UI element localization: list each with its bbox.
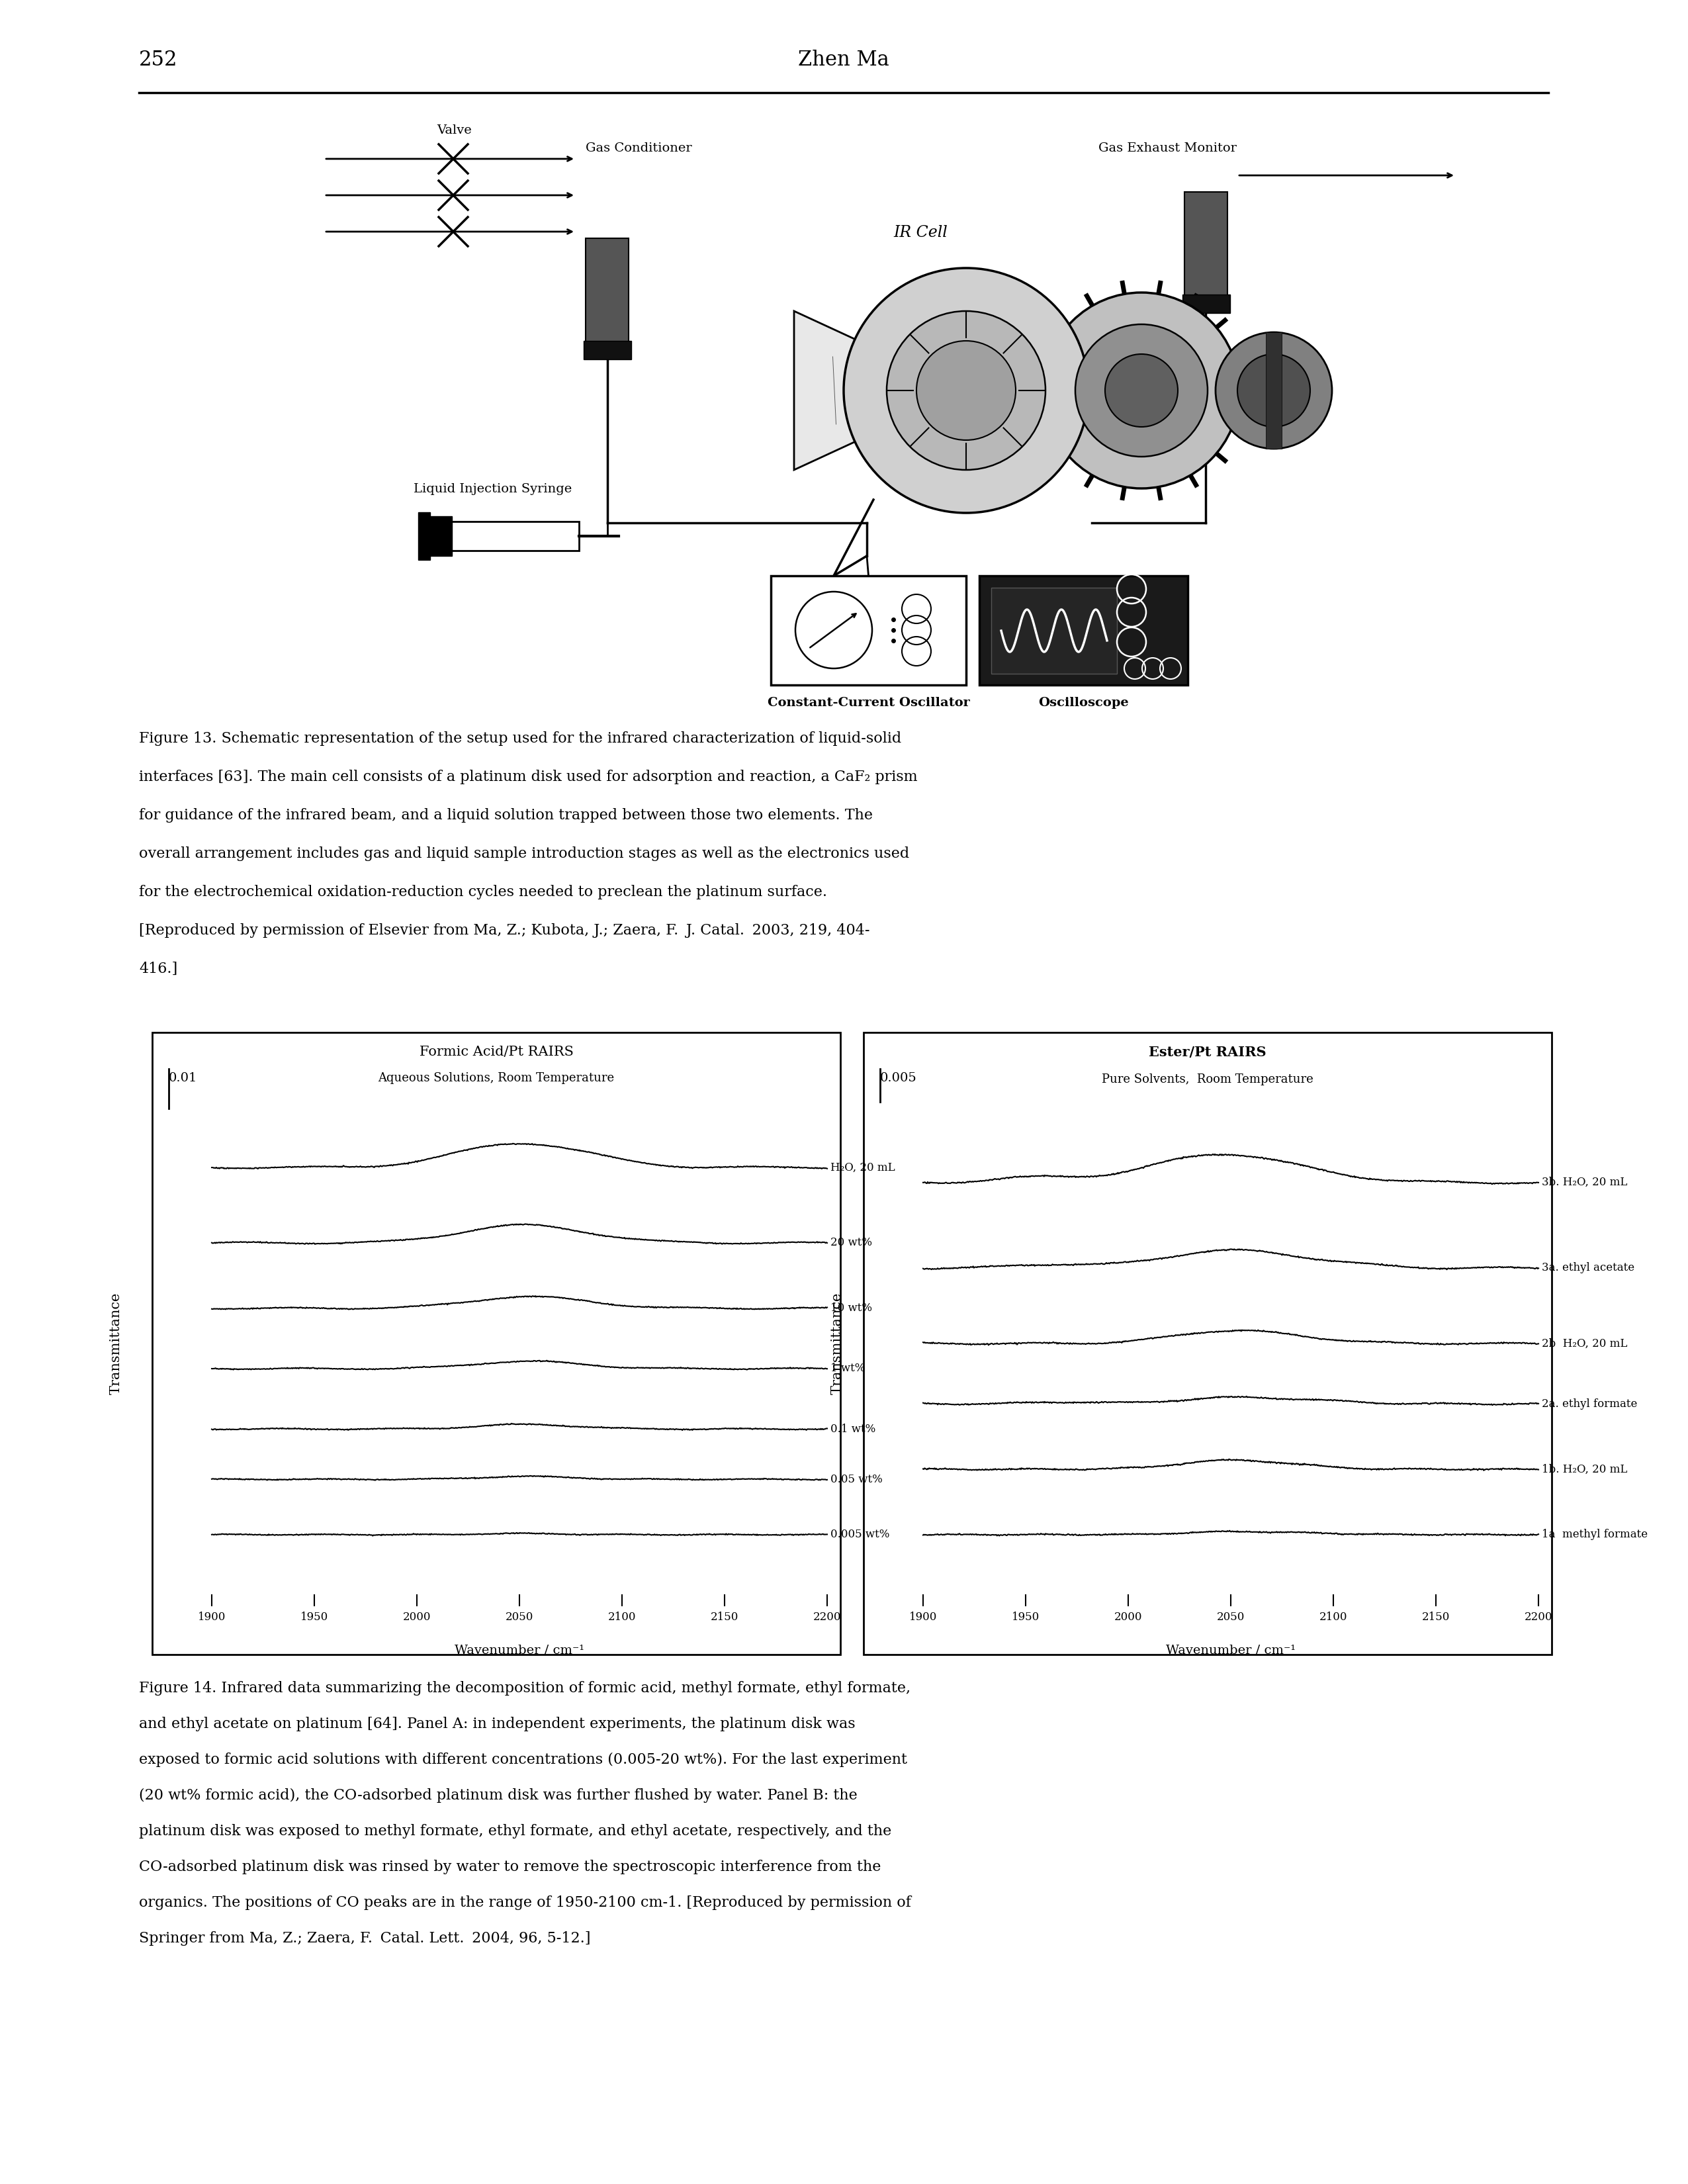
Text: 2a. ethyl formate: 2a. ethyl formate (1541, 1398, 1637, 1409)
Text: 2050: 2050 (505, 1612, 533, 1623)
Bar (152, 1033, 841, 1655)
Bar (419, 513, 430, 559)
Bar (584, 341, 631, 360)
Text: exposed to formic acid solutions with different concentrations (0.005-20 wt%). F: exposed to formic acid solutions with di… (138, 1752, 906, 1767)
Text: Gas Conditioner: Gas Conditioner (586, 142, 692, 155)
Circle shape (917, 341, 1016, 441)
Circle shape (1237, 354, 1310, 426)
Bar (429, 515, 452, 557)
Text: 2100: 2100 (608, 1612, 636, 1623)
Text: 1b. H₂O, 20 mL: 1b. H₂O, 20 mL (1541, 1463, 1627, 1474)
Text: 3a. ethyl acetate: 3a. ethyl acetate (1541, 1262, 1634, 1273)
Text: and ethyl acetate on platinum [64]. Panel A: in independent experiments, the pla: and ethyl acetate on platinum [64]. Pane… (138, 1717, 856, 1732)
Polygon shape (793, 310, 923, 470)
Text: 2150: 2150 (1421, 1612, 1450, 1623)
Text: 252: 252 (138, 50, 177, 70)
Text: 1a  methyl formate: 1a methyl formate (1541, 1529, 1647, 1540)
Text: 416.]: 416.] (138, 961, 177, 976)
Text: Transmittance: Transmittance (830, 1293, 844, 1396)
Text: 2150: 2150 (711, 1612, 739, 1623)
Text: 2b  H₂O, 20 mL: 2b H₂O, 20 mL (1541, 1339, 1627, 1350)
Text: Zhen Ma: Zhen Ma (798, 50, 890, 70)
Circle shape (1075, 323, 1207, 456)
Text: Oscilloscope: Oscilloscope (1038, 697, 1129, 710)
Circle shape (844, 269, 1089, 513)
Bar (1185, 192, 1227, 304)
Circle shape (1106, 354, 1178, 426)
Circle shape (1215, 332, 1332, 448)
Text: 1900: 1900 (197, 1612, 226, 1623)
Text: Pure Solvents,  Room Temperature: Pure Solvents, Room Temperature (1102, 1075, 1313, 1085)
Text: 3b. H₂O, 20 mL: 3b. H₂O, 20 mL (1541, 1177, 1627, 1188)
Text: 0.005 wt%: 0.005 wt% (830, 1529, 890, 1540)
Bar (1183, 295, 1231, 312)
Text: CO-adsorbed platinum disk was rinsed by water to remove the spectroscopic interf: CO-adsorbed platinum disk was rinsed by … (138, 1861, 881, 1874)
Bar (771, 577, 966, 686)
Bar (991, 587, 1117, 673)
Bar (451, 522, 579, 550)
Text: 10 wt%: 10 wt% (830, 1302, 873, 1315)
Text: Ester/Pt RAIRS: Ester/Pt RAIRS (1150, 1046, 1266, 1059)
Text: 2200: 2200 (814, 1612, 841, 1623)
Bar (864, 1033, 1551, 1655)
Text: 2000: 2000 (403, 1612, 430, 1623)
Text: Wavenumber / cm⁻¹: Wavenumber / cm⁻¹ (1166, 1645, 1296, 1655)
Text: [Reproduced by permission of Elsevier from Ma, Z.; Kubota, J.; Zaera, F.  J. Cat: [Reproduced by permission of Elsevier fr… (138, 924, 869, 937)
Text: (20 wt% formic acid), the CO-adsorbed platinum disk was further flushed by water: (20 wt% formic acid), the CO-adsorbed pl… (138, 1789, 858, 1802)
Text: 0.1 wt%: 0.1 wt% (830, 1424, 876, 1435)
Text: 1950: 1950 (300, 1612, 327, 1623)
Bar (1266, 332, 1281, 448)
Text: Constant-Current Oscillator: Constant-Current Oscillator (768, 697, 969, 710)
Text: 1 wt%: 1 wt% (830, 1363, 864, 1374)
Text: Springer from Ma, Z.; Zaera, F.  Catal. Lett.  2004, 96, 5-12.]: Springer from Ma, Z.; Zaera, F. Catal. L… (138, 1931, 591, 1946)
Text: Wavenumber / cm⁻¹: Wavenumber / cm⁻¹ (454, 1645, 584, 1655)
Text: 2000: 2000 (1114, 1612, 1143, 1623)
Text: 2200: 2200 (1524, 1612, 1553, 1623)
Circle shape (1043, 293, 1239, 489)
Text: Gas Exhaust Monitor: Gas Exhaust Monitor (1099, 142, 1237, 155)
Circle shape (886, 310, 1045, 470)
Text: 2100: 2100 (1320, 1612, 1347, 1623)
Text: 0.05 wt%: 0.05 wt% (830, 1474, 883, 1485)
Text: 2050: 2050 (1217, 1612, 1244, 1623)
Text: 20 wt%: 20 wt% (830, 1238, 873, 1249)
Text: overall arrangement includes gas and liquid sample introduction stages as well a: overall arrangement includes gas and liq… (138, 847, 910, 860)
Text: Figure 14. Infrared data summarizing the decomposition of formic acid, methyl fo: Figure 14. Infrared data summarizing the… (138, 1682, 910, 1695)
Text: Formic Acid/Pt RAIRS: Formic Acid/Pt RAIRS (419, 1046, 574, 1059)
Text: H₂O, 20 mL: H₂O, 20 mL (830, 1162, 895, 1173)
Text: organics. The positions of CO peaks are in the range of 1950-2100 cm-1. [Reprodu: organics. The positions of CO peaks are … (138, 1896, 912, 1911)
Text: IR Cell: IR Cell (893, 225, 947, 240)
Text: for the electrochemical oxidation-reduction cycles needed to preclean the platin: for the electrochemical oxidation-reduct… (138, 885, 827, 900)
Text: Transmittance: Transmittance (110, 1293, 122, 1396)
Bar (979, 577, 1188, 686)
Text: for guidance of the infrared beam, and a liquid solution trapped between those t: for guidance of the infrared beam, and a… (138, 808, 873, 823)
Text: 0.005: 0.005 (879, 1072, 917, 1083)
Text: 1900: 1900 (910, 1612, 937, 1623)
Text: Valve: Valve (437, 124, 471, 135)
Text: Liquid Injection Syringe: Liquid Injection Syringe (414, 483, 572, 496)
Text: platinum disk was exposed to methyl formate, ethyl formate, and ethyl acetate, r: platinum disk was exposed to methyl form… (138, 1824, 891, 1839)
Text: 1950: 1950 (1011, 1612, 1040, 1623)
Text: 0.01: 0.01 (169, 1072, 197, 1083)
Bar (586, 238, 628, 352)
Text: interfaces [63]. The main cell consists of a platinum disk used for adsorption a: interfaces [63]. The main cell consists … (138, 769, 918, 784)
Text: Figure 13. Schematic representation of the setup used for the infrared character: Figure 13. Schematic representation of t… (138, 732, 901, 747)
Text: Aqueous Solutions, Room Temperature: Aqueous Solutions, Room Temperature (378, 1072, 614, 1083)
